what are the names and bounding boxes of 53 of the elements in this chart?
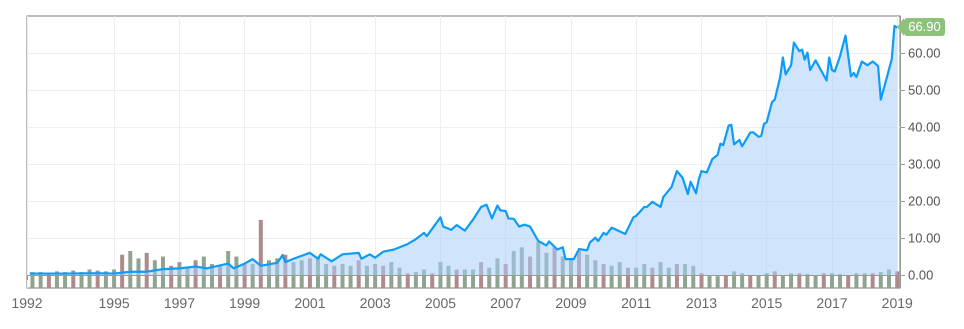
bar <box>626 268 630 288</box>
y-tick-label: 20.00 <box>908 194 941 209</box>
x-tick-label: 2001 <box>294 295 326 311</box>
bar <box>242 264 247 288</box>
bar <box>577 250 582 288</box>
bar <box>822 273 826 288</box>
bar <box>144 252 149 288</box>
x-tick-label: 2003 <box>360 295 391 311</box>
bar <box>674 264 679 288</box>
x-tick-label: 1997 <box>164 295 196 311</box>
bar <box>650 268 654 288</box>
annotation: 66.90 <box>904 18 945 36</box>
bar <box>308 258 312 288</box>
bar <box>194 260 198 288</box>
bar <box>895 271 900 288</box>
bar <box>846 275 850 288</box>
bar <box>120 254 124 288</box>
x-tick-label: 1995 <box>98 295 130 311</box>
x-tick-label: 2009 <box>555 295 587 311</box>
bar <box>748 275 752 288</box>
bar <box>870 273 875 288</box>
y-tick-label: 50.00 <box>908 82 941 98</box>
bar <box>797 273 802 288</box>
bar <box>724 275 728 288</box>
bar <box>454 269 459 288</box>
x-tick-label: 2011 <box>621 295 652 311</box>
y-tick-label: 60.00 <box>908 46 941 61</box>
bar <box>381 266 386 288</box>
x-tick-label: 2007 <box>490 295 522 311</box>
y-tick-label: 0.00 <box>908 268 934 283</box>
y-tick-label: 40.00 <box>908 120 941 135</box>
x-tick-label: 2013 <box>686 295 718 311</box>
bar <box>218 266 222 288</box>
bar <box>552 247 557 288</box>
bar <box>258 220 263 288</box>
bar <box>504 264 508 288</box>
bar <box>356 260 361 288</box>
bar <box>479 262 484 288</box>
x-tick-label: 2015 <box>751 295 782 311</box>
bar <box>430 273 434 288</box>
y-tick-label: 10.00 <box>908 230 941 246</box>
bar <box>772 271 777 288</box>
bar <box>528 256 532 288</box>
bar <box>602 264 606 288</box>
bar <box>699 273 704 288</box>
bar <box>406 273 410 288</box>
x-tick-label: 2005 <box>424 295 456 311</box>
x-tick-label: 1999 <box>229 295 260 311</box>
x-tick-label: 2017 <box>816 295 848 311</box>
bar <box>332 266 336 288</box>
y-tick-label: 30.00 <box>908 156 941 172</box>
x-tick-label: 2019 <box>882 295 914 311</box>
x-tick-label: 1992 <box>11 295 43 311</box>
